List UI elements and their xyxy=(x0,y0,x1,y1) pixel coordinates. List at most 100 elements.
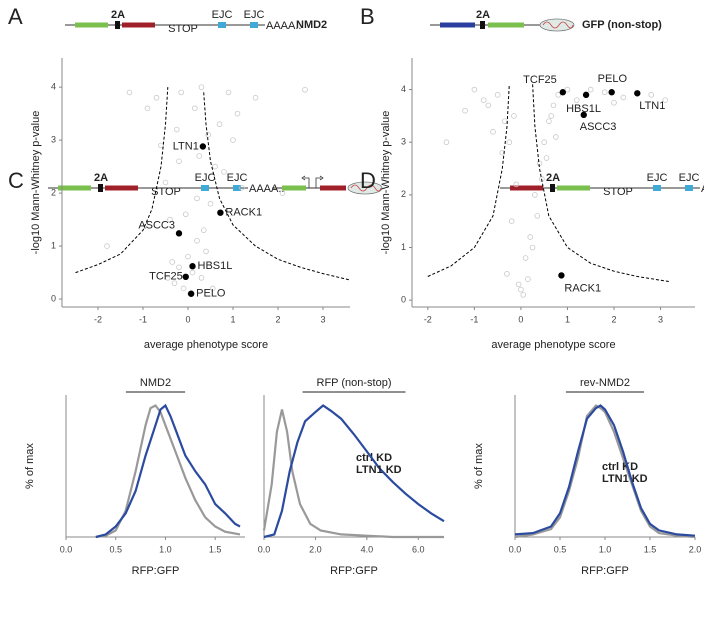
construct-label: AAAA.. xyxy=(266,20,301,32)
background-point xyxy=(302,86,308,93)
construct-label: 2A xyxy=(546,172,560,184)
background-point xyxy=(239,184,245,191)
point-label: ASCC3 xyxy=(138,219,175,231)
background-point xyxy=(471,86,478,93)
point-label: HBS1L xyxy=(198,260,233,272)
point-label: HBS1L xyxy=(566,103,601,115)
x-tick-label: -1 xyxy=(139,314,147,324)
background-point xyxy=(515,281,522,288)
construct-part xyxy=(122,22,155,28)
hit-point xyxy=(187,290,195,297)
x-tick-label: 0.0 xyxy=(509,544,522,554)
background-point xyxy=(209,285,216,292)
background-point xyxy=(480,97,487,103)
construct-label: EJC xyxy=(195,172,216,184)
y-tick-label: 2 xyxy=(51,187,56,197)
x-tick-label: 0.5 xyxy=(109,544,122,554)
legend-label: ctrl KD xyxy=(356,452,392,464)
x-tick-label: 1.0 xyxy=(599,544,612,554)
background-point xyxy=(198,275,205,281)
hit-point xyxy=(558,272,565,279)
y-tick-label: 4 xyxy=(401,84,406,94)
x-tick-label: 0.5 xyxy=(554,544,567,554)
background-point xyxy=(508,218,515,224)
panel-letter: C xyxy=(8,168,24,193)
x-axis-label: RFP:GFP xyxy=(132,565,180,577)
y-tick-label: 0 xyxy=(401,295,406,305)
construct-part xyxy=(115,21,120,29)
background-point xyxy=(550,102,557,109)
hit-point xyxy=(582,91,590,99)
background-point xyxy=(126,89,133,96)
x-tick-label: 1 xyxy=(230,314,235,324)
x-tick-label: -2 xyxy=(94,314,102,324)
background-point xyxy=(198,84,205,90)
background-point xyxy=(167,216,173,223)
background-point xyxy=(207,200,214,207)
background-point xyxy=(191,105,198,112)
construct-part xyxy=(58,185,91,191)
background-point xyxy=(162,179,169,186)
background-point xyxy=(541,139,547,146)
hit-point xyxy=(217,209,224,216)
y-tick-label: 3 xyxy=(401,137,406,147)
background-point xyxy=(499,149,506,156)
point-label: LTN1 xyxy=(173,140,199,152)
hit-point xyxy=(608,89,615,96)
construct-label: 2A xyxy=(94,172,108,184)
construct-part xyxy=(75,22,108,28)
background-point xyxy=(553,134,559,140)
legend-label: ctrl KD xyxy=(602,461,638,473)
x-tick-label: 0 xyxy=(185,314,190,324)
x-tick-label: 3 xyxy=(320,314,325,324)
plot-title: NMD2 xyxy=(140,377,171,389)
background-point xyxy=(501,118,508,124)
x-tick-label: 2.0 xyxy=(309,544,322,554)
background-point xyxy=(178,89,185,96)
threshold-line xyxy=(75,87,351,281)
background-point xyxy=(520,292,527,298)
hit-point xyxy=(189,263,196,270)
point-label: TCF25 xyxy=(149,271,183,283)
background-point xyxy=(511,113,517,119)
background-point xyxy=(216,121,223,128)
y-axis-label: % of max xyxy=(24,443,36,489)
x-tick-label: 1.5 xyxy=(209,544,222,554)
background-point xyxy=(462,107,468,114)
background-point xyxy=(252,94,259,101)
construct-part xyxy=(653,185,661,191)
construct-part xyxy=(550,184,555,192)
histogram-line xyxy=(514,404,696,537)
legend-label: LTN1 KD xyxy=(356,464,402,476)
background-point xyxy=(518,286,524,293)
y-axis-label: -log10 Mann-Whitney p-value xyxy=(380,111,392,255)
construct-label: STOP xyxy=(168,23,198,35)
construct-part xyxy=(557,185,590,191)
x-axis-label: RFP:GFP xyxy=(330,565,378,577)
construct-part xyxy=(218,22,226,28)
point-label: ASCC3 xyxy=(580,121,617,133)
background-point xyxy=(587,86,594,93)
construct-label: 2A xyxy=(111,9,125,21)
background-point xyxy=(485,102,492,109)
background-point xyxy=(648,92,655,98)
x-tick-label: 1.0 xyxy=(159,544,172,554)
construct-label: AAAA.. xyxy=(249,183,284,195)
x-tick-label: 1.5 xyxy=(644,544,657,554)
construct-part xyxy=(233,185,241,191)
construct-title: NMD2 xyxy=(296,19,327,31)
background-point xyxy=(169,259,176,265)
construct-part xyxy=(282,185,306,191)
background-point xyxy=(171,280,178,286)
background-point xyxy=(153,94,160,101)
hit-point xyxy=(634,90,641,97)
histogram-line xyxy=(262,409,444,539)
background-point xyxy=(506,139,513,146)
background-point xyxy=(225,89,232,96)
y-tick-label: 1 xyxy=(401,242,406,252)
construct-part xyxy=(480,21,485,29)
histogram-line xyxy=(95,404,241,539)
background-point xyxy=(176,264,182,271)
construct-label: EJC xyxy=(647,172,668,184)
